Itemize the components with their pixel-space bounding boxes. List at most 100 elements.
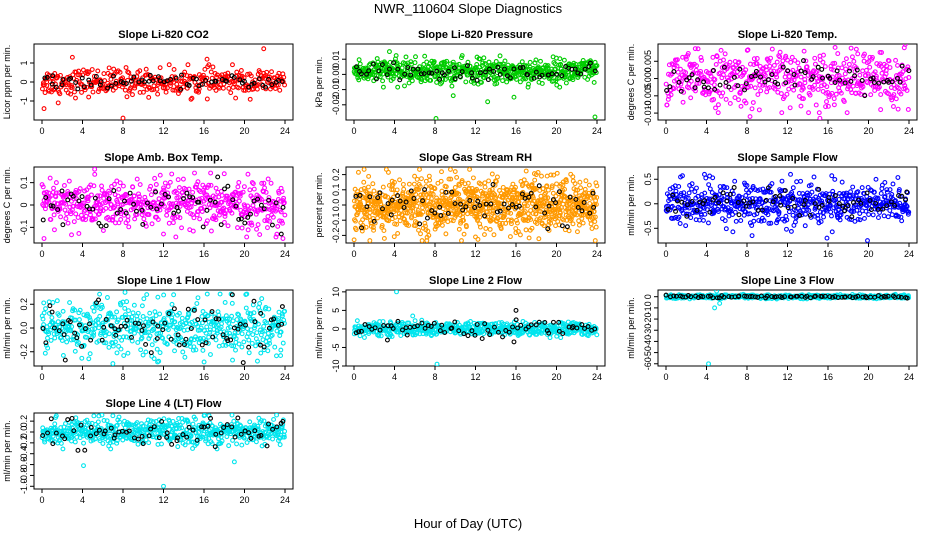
data-point xyxy=(366,173,372,179)
data-point xyxy=(819,198,825,204)
data-point xyxy=(723,206,729,212)
data-point xyxy=(402,83,407,89)
data-point xyxy=(101,71,107,77)
x-tick-label: 8 xyxy=(744,126,749,136)
data-point xyxy=(730,229,736,235)
data-point xyxy=(497,53,503,59)
data-point xyxy=(112,204,118,210)
data-point xyxy=(141,216,147,222)
x-tick-label: 0 xyxy=(39,372,44,382)
data-point xyxy=(175,332,181,338)
data-point xyxy=(198,325,204,331)
data-point xyxy=(69,324,75,330)
data-point xyxy=(228,90,234,96)
data-point xyxy=(879,70,885,76)
data-point xyxy=(114,210,120,216)
data-point xyxy=(733,218,739,224)
outlier-point xyxy=(592,114,598,120)
data-point xyxy=(229,313,235,319)
data-point xyxy=(120,183,126,189)
data-point xyxy=(557,56,563,62)
data-point xyxy=(251,186,257,192)
data-point xyxy=(762,72,768,78)
data-point xyxy=(274,353,279,359)
data-point xyxy=(905,211,911,217)
data-point xyxy=(487,187,493,193)
data-point xyxy=(830,61,836,67)
x-tick-label: 0 xyxy=(663,126,668,136)
y-axis-label: percent per min. xyxy=(314,172,324,237)
data-point xyxy=(55,73,61,79)
data-point xyxy=(507,195,513,200)
data-point xyxy=(162,180,168,186)
data-point xyxy=(177,215,183,221)
data-point xyxy=(459,238,464,243)
data-point xyxy=(460,207,466,213)
data-point xyxy=(80,67,86,73)
data-point xyxy=(115,317,121,323)
data-point xyxy=(530,195,536,201)
data-point xyxy=(686,75,692,81)
data-point xyxy=(204,96,210,102)
data-point xyxy=(194,301,200,306)
data-point xyxy=(134,208,139,214)
data-point xyxy=(255,358,260,364)
data-point xyxy=(40,217,46,223)
data-point xyxy=(479,79,484,85)
data-point xyxy=(168,83,173,89)
data-point xyxy=(154,206,160,212)
data-point xyxy=(847,66,853,71)
data-point xyxy=(884,189,890,195)
data-point xyxy=(279,304,285,309)
data-point xyxy=(759,207,765,213)
data-point xyxy=(849,209,855,215)
data-point xyxy=(41,310,47,316)
data-point xyxy=(737,194,742,200)
x-tick-label: 12 xyxy=(782,249,792,259)
data-point xyxy=(157,65,163,71)
data-point xyxy=(717,82,723,88)
data-point xyxy=(63,201,69,207)
data-point xyxy=(674,63,680,69)
data-point xyxy=(176,185,182,191)
data-point xyxy=(180,349,186,355)
data-point xyxy=(798,68,804,74)
data-point xyxy=(491,232,497,238)
data-point xyxy=(526,81,531,87)
data-point xyxy=(40,316,46,322)
y-tick-label: 0.01 xyxy=(331,50,341,68)
data-point xyxy=(408,72,414,78)
data-point xyxy=(871,189,877,195)
data-point xyxy=(432,186,438,192)
data-point xyxy=(838,90,844,96)
data-point xyxy=(494,174,500,180)
data-point xyxy=(554,71,560,77)
data-point xyxy=(771,62,777,68)
data-point xyxy=(269,82,275,88)
data-point xyxy=(240,84,246,90)
data-point xyxy=(796,201,802,207)
data-point xyxy=(131,302,137,308)
data-point xyxy=(718,47,724,53)
x-tick-label: 12 xyxy=(470,249,480,259)
y-axis-label: Licor ppm per min. xyxy=(2,45,12,120)
data-point xyxy=(66,178,72,184)
data-point xyxy=(265,176,271,182)
data-point xyxy=(896,214,901,219)
data-point xyxy=(778,91,784,97)
data-point xyxy=(106,65,112,71)
data-point xyxy=(482,232,487,238)
data-point xyxy=(215,174,221,180)
data-point xyxy=(131,201,137,207)
data-point xyxy=(545,195,551,201)
data-point xyxy=(875,195,881,201)
data-point xyxy=(731,199,737,205)
data-point xyxy=(279,313,285,319)
data-point xyxy=(848,78,854,84)
x-tick-label: 20 xyxy=(863,249,873,259)
data-point xyxy=(257,308,263,314)
data-point xyxy=(213,185,219,191)
data-point xyxy=(862,215,867,221)
data-point xyxy=(76,317,82,323)
data-point xyxy=(361,179,367,185)
